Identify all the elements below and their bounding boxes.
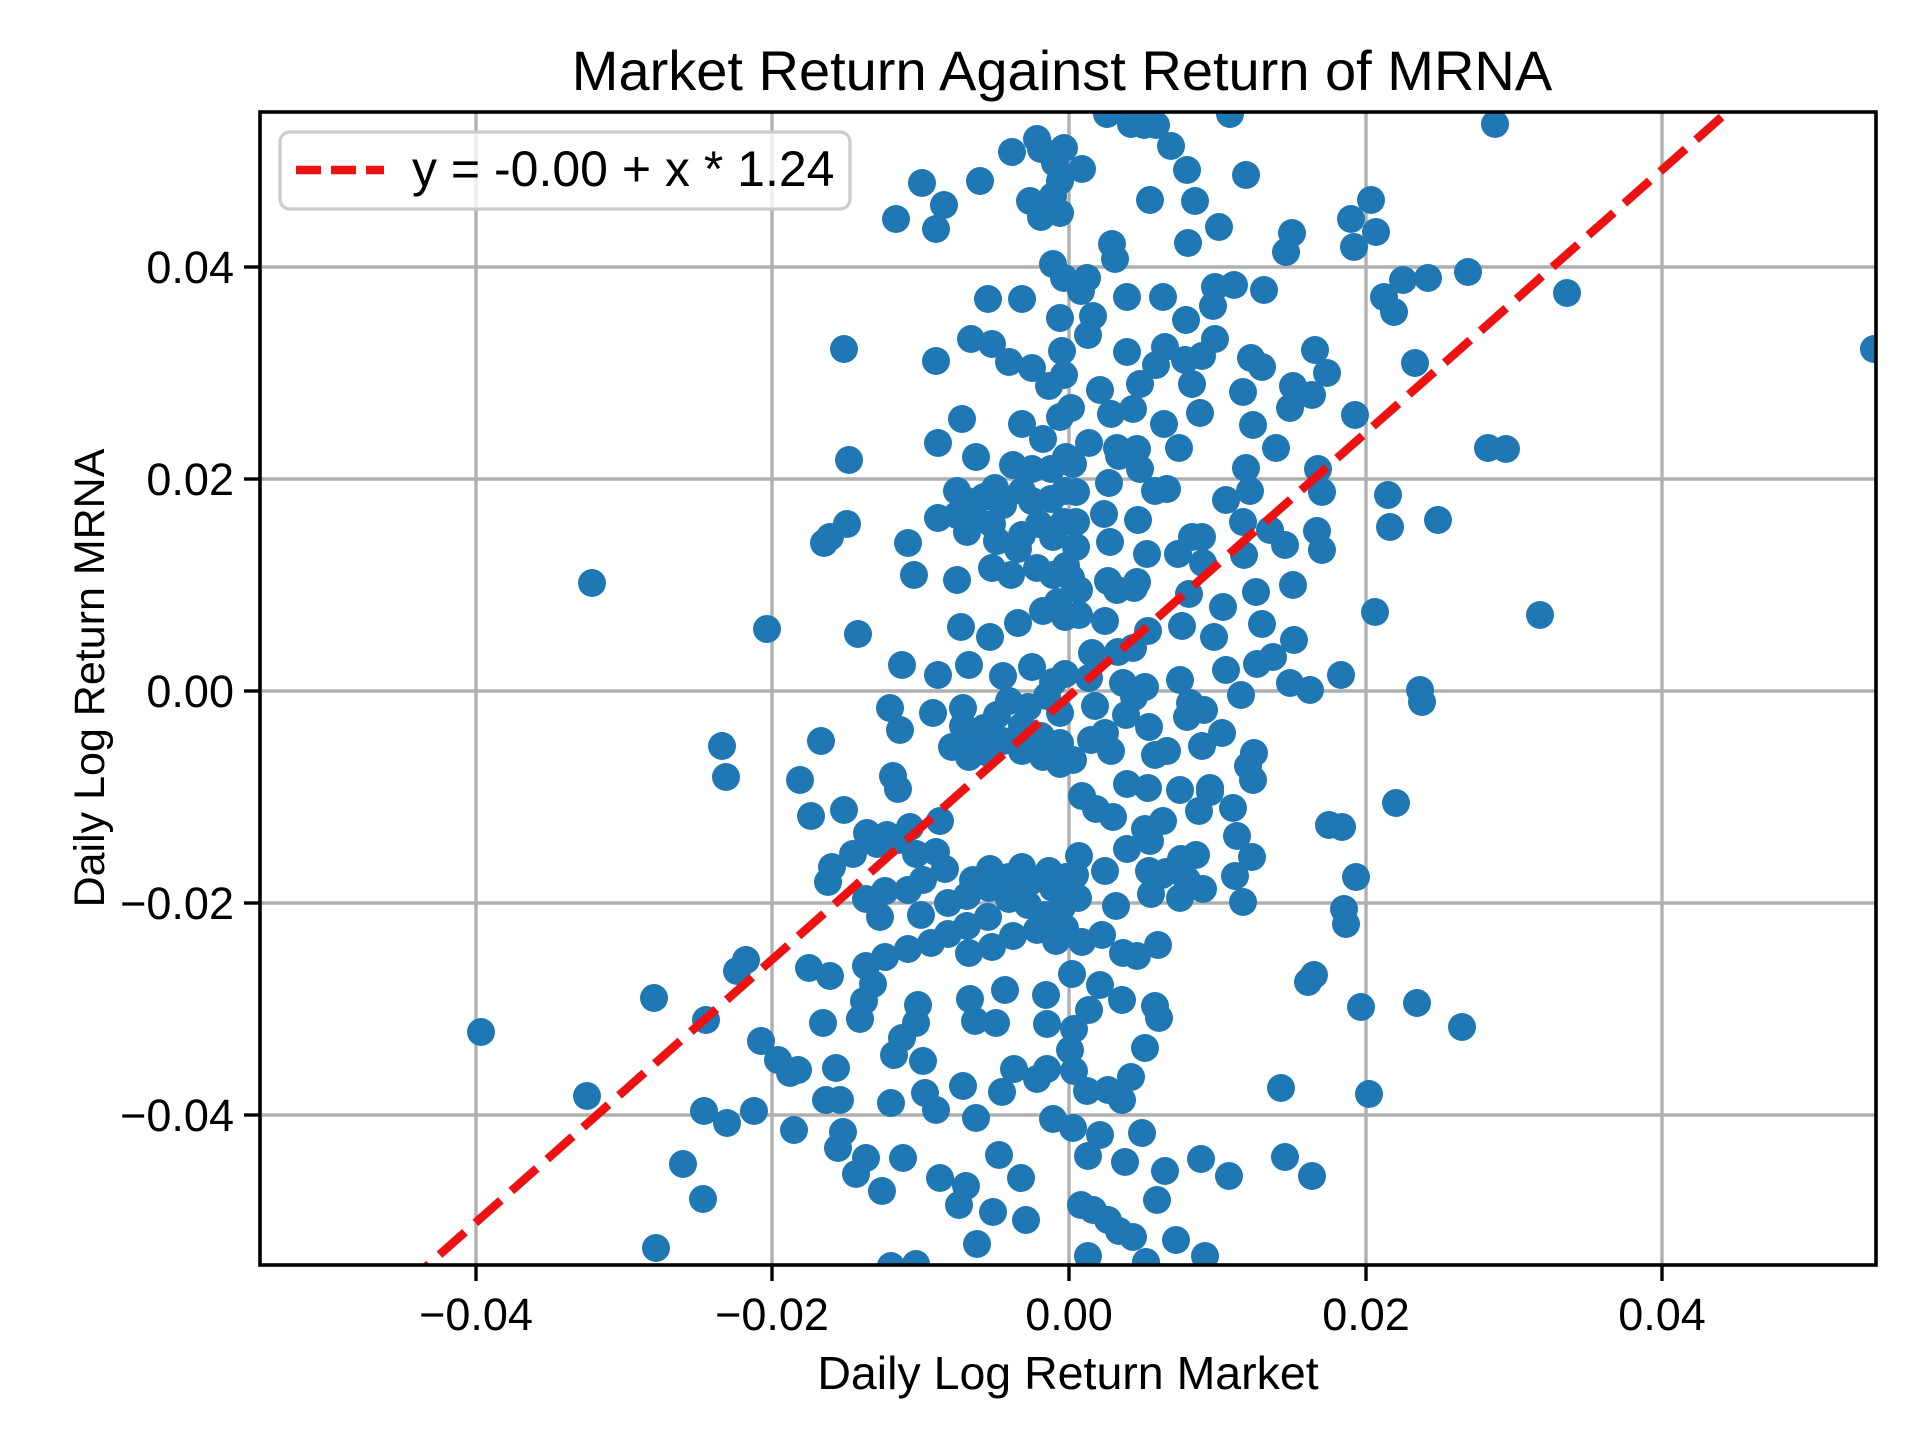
svg-text:Daily Log Return MRNA: Daily Log Return MRNA [66, 448, 114, 907]
svg-text:0.04: 0.04 [1618, 1289, 1706, 1340]
svg-text:0.02: 0.02 [146, 454, 234, 505]
svg-text:−0.02: −0.02 [120, 878, 234, 929]
svg-text:−0.04: −0.04 [120, 1090, 234, 1141]
svg-text:0.00: 0.00 [146, 666, 234, 717]
svg-text:0.04: 0.04 [146, 242, 234, 293]
svg-text:0.02: 0.02 [1322, 1289, 1410, 1340]
svg-text:0.00: 0.00 [1025, 1289, 1113, 1340]
svg-text:y = -0.00 + x * 1.24: y = -0.00 + x * 1.24 [412, 141, 835, 197]
svg-text:−0.04: −0.04 [419, 1289, 533, 1340]
svg-text:−0.02: −0.02 [715, 1289, 829, 1340]
svg-text:Daily Log Return Market: Daily Log Return Market [817, 1347, 1318, 1399]
svg-text:Market Return Against Return o: Market Return Against Return of MRNA [572, 39, 1553, 102]
